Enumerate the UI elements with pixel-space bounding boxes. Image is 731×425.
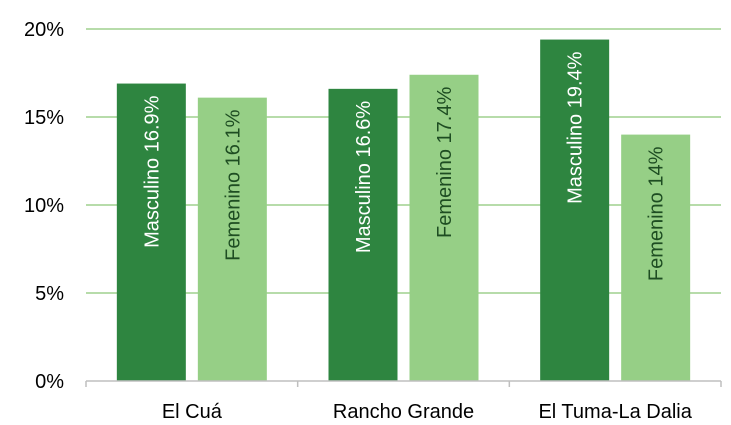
bar [621,134,691,381]
category-label: Rancho Grande [333,401,474,423]
bars: Masculino 16.9% Femenino 16.1% Masculino 1… [116,39,691,382]
y-tick-label: 0% [35,371,64,393]
category-label: El Tuma-La Dalia [538,401,692,423]
bar [540,39,610,382]
gridlines [86,28,721,294]
y-tick-label: 5% [35,283,64,305]
bar-data-label: Masculino 19.4% [565,51,587,204]
bar [409,74,479,381]
y-tick-label: 10% [24,195,64,217]
bar [197,97,267,381]
y-tick-label: 20% [24,19,64,41]
bar [328,88,398,381]
bar [116,83,186,381]
bar-data-label: Femenino 16.1% [222,109,244,260]
x-axis [85,380,722,387]
y-tick-label: 15% [24,107,64,129]
bar-data-label: Masculino 16.6% [353,101,375,254]
category-labels: El Cuá Rancho Grande El Tuma-La Dalia [162,401,693,423]
category-label: El Cuá [162,401,223,423]
y-axis-tick-labels: 0% 5% 10% 15% 20% [24,19,64,393]
bar-data-label: Masculino 16.9% [141,95,163,248]
bar-data-label: Femenino 14% [646,146,668,281]
bar-data-label: Femenino 17.4% [434,87,456,238]
